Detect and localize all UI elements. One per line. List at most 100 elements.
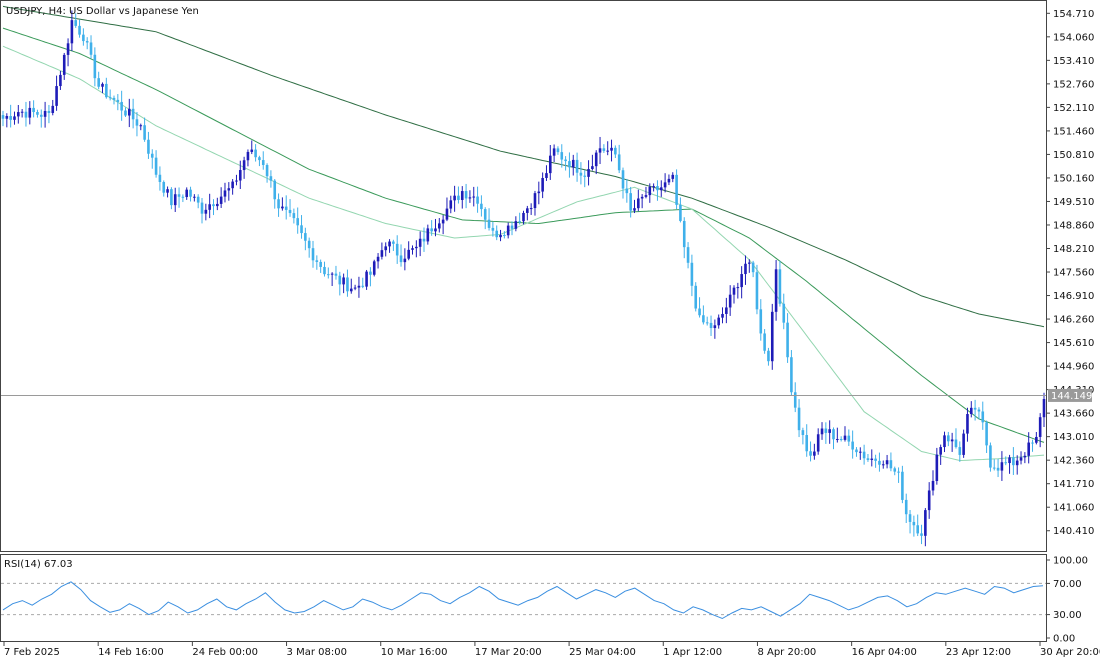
candle	[430, 220, 433, 236]
candle	[774, 260, 778, 321]
candle-body	[131, 108, 135, 120]
candle	[640, 194, 644, 209]
candle	[751, 260, 755, 278]
candle	[969, 401, 973, 418]
price-pane-frame	[0, 0, 1047, 552]
time-tick-label: 10 Mar 16:00	[381, 647, 448, 658]
price-tick-label: 140.410	[1053, 526, 1094, 537]
candle-body	[231, 181, 234, 189]
candle-body	[59, 74, 62, 87]
candle	[212, 199, 215, 216]
price-tick-label: 154.060	[1053, 32, 1094, 43]
candle	[411, 245, 414, 255]
candle-body	[273, 180, 277, 200]
candle-body	[112, 97, 116, 100]
candle	[935, 447, 939, 485]
candle-body	[384, 246, 388, 251]
time-axis: 7 Feb 2025 14 Feb 16:00 24 Feb 00:00 3 Mar …	[3, 642, 1100, 658]
candle	[1012, 447, 1015, 475]
candle-body	[330, 273, 334, 275]
candle	[36, 109, 39, 118]
candle-body	[342, 277, 345, 285]
candle	[901, 465, 904, 504]
candle	[943, 431, 946, 453]
candle-body	[1004, 462, 1008, 464]
candle	[625, 178, 629, 203]
candle-body	[43, 110, 47, 117]
candle-body	[594, 152, 598, 167]
time-tick-label: 16 Apr 04:00	[852, 647, 917, 658]
candle-body	[931, 480, 935, 491]
candle	[47, 104, 51, 124]
candle-body	[154, 157, 158, 175]
candle-body	[790, 357, 793, 393]
candle-body	[855, 449, 858, 453]
candle	[947, 431, 950, 447]
candle-body	[426, 228, 430, 242]
candle-body	[755, 272, 759, 310]
candle-body	[614, 147, 617, 155]
candle-body	[522, 212, 525, 222]
candle	[518, 212, 521, 225]
candle	[327, 267, 330, 279]
candle	[954, 428, 958, 449]
candle-body	[679, 204, 682, 221]
candle	[216, 197, 219, 211]
candle	[162, 180, 166, 197]
candle	[556, 146, 560, 155]
candle-body	[552, 148, 556, 156]
candle	[541, 172, 544, 199]
candle-body	[227, 188, 231, 191]
candle	[480, 195, 483, 217]
candle	[307, 237, 311, 258]
candle-body	[705, 322, 709, 324]
candle-body	[101, 83, 104, 87]
candle-body	[246, 151, 250, 161]
candle	[548, 144, 552, 180]
candle	[709, 315, 713, 336]
candle-body	[832, 429, 835, 440]
candle	[828, 420, 831, 444]
candle	[238, 160, 242, 189]
price-tick-label: 153.410	[1053, 56, 1094, 67]
candle-body	[767, 350, 770, 362]
candle	[231, 179, 234, 195]
candle-body	[744, 263, 747, 275]
candle-body	[403, 258, 407, 263]
candle-body	[969, 407, 973, 415]
candle	[705, 316, 709, 326]
candle-body	[193, 196, 196, 198]
price-tick-label: 148.210	[1053, 244, 1094, 255]
candle-body	[996, 467, 1000, 471]
candle-body	[843, 435, 847, 440]
candle	[399, 244, 403, 267]
candle	[659, 180, 663, 197]
chart-title: USDJPY, H4: US Dollar vs Japanese Yen	[6, 6, 199, 17]
candle	[223, 182, 227, 203]
price-tick-label: 146.910	[1053, 291, 1094, 302]
candle-body	[514, 221, 518, 229]
candle	[288, 199, 292, 217]
candle-body	[526, 208, 529, 213]
candle	[59, 70, 62, 90]
candle	[560, 144, 564, 168]
candle-body	[1000, 462, 1004, 471]
candle	[996, 458, 1000, 478]
candle-body	[809, 451, 812, 456]
candle-body	[284, 206, 288, 210]
candle	[131, 98, 135, 129]
candle-body	[774, 269, 778, 312]
candle	[346, 269, 349, 297]
candle-body	[927, 490, 931, 511]
candle-body	[893, 468, 897, 472]
candle-body	[261, 160, 265, 166]
candle	[170, 187, 173, 210]
candle-body	[415, 246, 418, 249]
candle-body	[93, 54, 97, 79]
candle	[62, 52, 66, 80]
candle	[361, 277, 365, 289]
candle-body	[962, 433, 965, 455]
candle	[349, 278, 353, 294]
candle	[526, 205, 529, 221]
candle-body	[380, 250, 384, 257]
